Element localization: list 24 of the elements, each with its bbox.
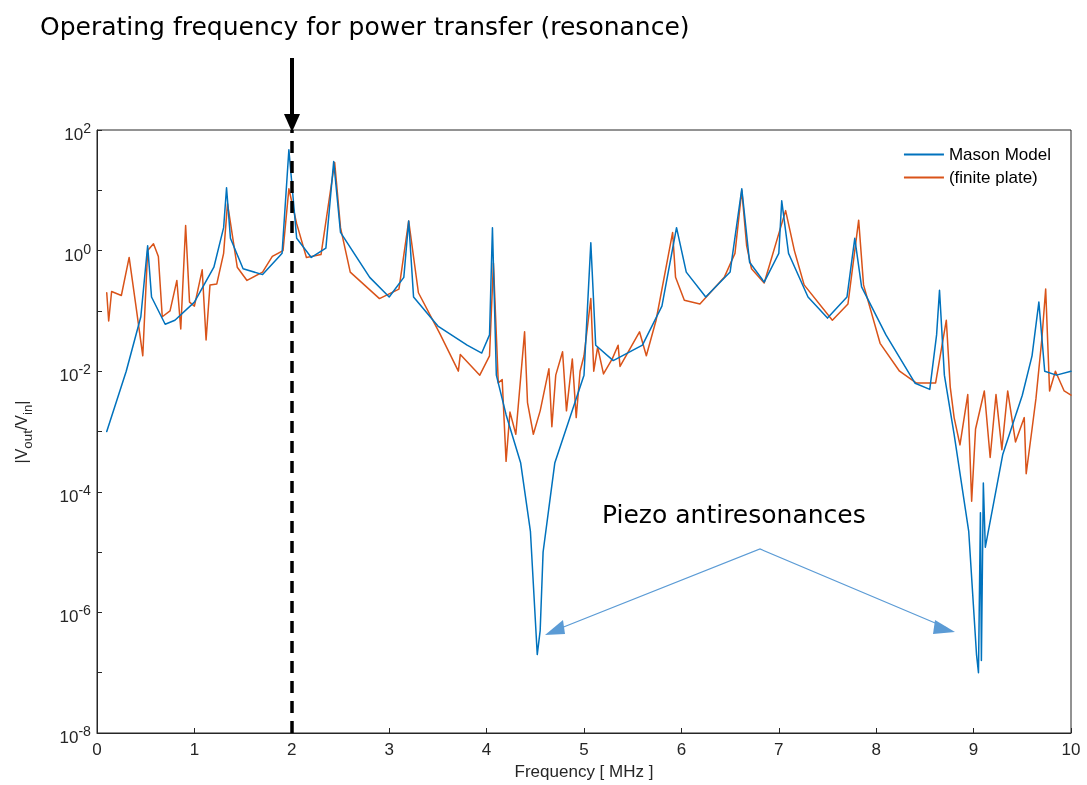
x-tick-label: 7 [774,740,784,759]
y-tick-label: 10$^{-8}$ [59,722,91,748]
text: Operating frequency for power transfer (resonance) [40,12,690,41]
x-tick-label: 1 [189,740,200,759]
x-axis-title: Frequency [ MHz ] [514,762,654,781]
x-tick-label: 8 [871,740,881,759]
y-tick-label: 10$^{-4}$ [59,480,91,507]
legend-label: (finite plate) [948,168,1038,187]
annotation: Piezo antiresonances [602,500,866,529]
x-tick-label: 2 [287,740,297,759]
line-series [105,149,1072,674]
y-tick-label: 10$^{-6}$ [59,601,91,628]
legend-label: Mason Model [948,145,1052,164]
x-tick-label: 3 [384,740,394,759]
x-tick-label: 9 [968,740,979,759]
y-tick-label: 10$^{0}$ [64,239,91,266]
x-tick-label: 10 [1061,740,1081,759]
line-series [105,161,1072,502]
x-tick-label: 6 [676,740,687,759]
x-tick-label: 4 [481,740,492,759]
y-tick-label: 10$^{-2}$ [59,360,91,386]
x-tick-label: 0 [92,740,102,759]
x-tick-label: 5 [579,740,589,759]
y-tick-label: 10$^{2}$ [64,119,91,145]
